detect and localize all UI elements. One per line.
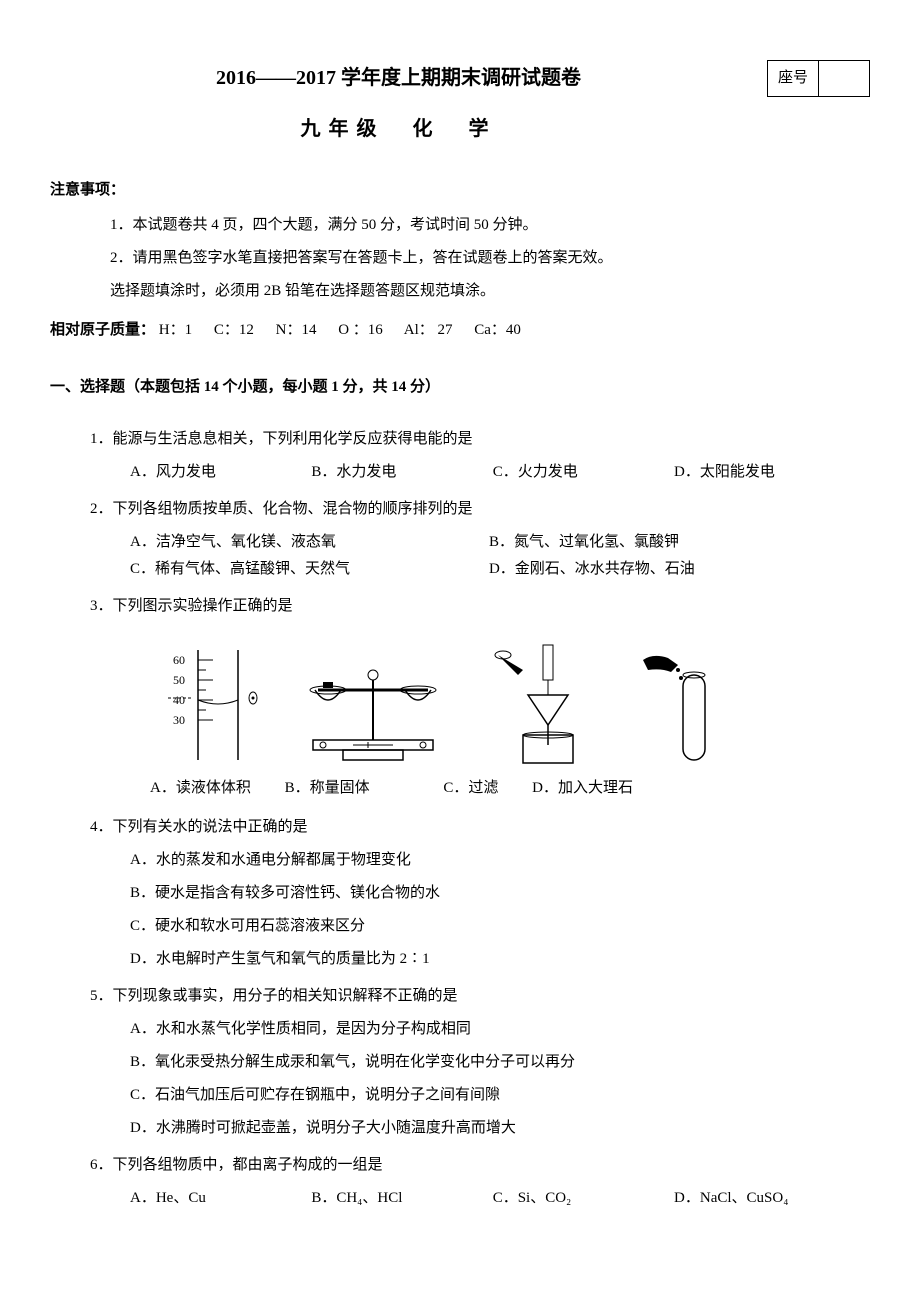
atomic-item: H：1	[159, 322, 192, 338]
option: D．金刚石、冰水共存物、石油	[489, 556, 844, 583]
option: A．水的蒸发和水通电分解都属于物理变化	[130, 847, 870, 874]
svg-text:50: 50	[173, 673, 185, 687]
option: C．硬水和软水可用石蕊溶液来区分	[130, 913, 870, 940]
svg-text:30: 30	[173, 713, 185, 727]
option: A．洁净空气、氧化镁、液态氧	[130, 529, 485, 556]
atomic-item: Ca：40	[474, 322, 521, 338]
atomic-item: N：14	[276, 322, 317, 338]
question-stem: 6．下列各组物质中，都由离子构成的一组是	[90, 1152, 870, 1179]
diagram-caption: B．称量固体	[285, 775, 370, 802]
option: C．稀有气体、高锰酸钾、天然气	[130, 556, 485, 583]
seat-label: 座号	[768, 61, 819, 96]
svg-text:60: 60	[173, 653, 185, 667]
atomic-item: Al： 27	[404, 322, 453, 338]
notice-item: 选择题填涂时，必须用 2B 铅笔在选择题答题区规范填涂。	[110, 278, 870, 305]
main-title: 2016——2017 学年度上期期末调研试题卷	[50, 60, 747, 96]
diagram-cylinder: 60 50 40 30	[168, 640, 258, 770]
atomic-item: O ：16	[338, 322, 383, 338]
option: A．水和水蒸气化学性质相同，是因为分子构成相同	[130, 1016, 870, 1043]
diagram-caption: D．加入大理石	[532, 775, 633, 802]
option: B．CH₄、HCl	[311, 1185, 489, 1212]
question-stem: 4．下列有关水的说法中正确的是	[90, 814, 870, 841]
atomic-mass: 相对原子质量： H：1 C：12 N：14 O ：16 Al： 27 Ca：40	[50, 317, 870, 344]
diagram-caption: A．读液体体积	[150, 775, 251, 802]
diagram-caption: C．过滤	[443, 775, 498, 802]
question-2: 2．下列各组物质按单质、化合物、混合物的顺序排列的是 A．洁净空气、氧化镁、液态…	[50, 496, 870, 583]
option: A．风力发电	[130, 459, 308, 486]
question-stem: 5．下列现象或事实，用分子的相关知识解释不正确的是	[90, 983, 870, 1010]
option: D．水沸腾时可掀起壶盖，说明分子大小随温度升高而增大	[130, 1115, 870, 1142]
atomic-mass-label: 相对原子质量：	[50, 322, 155, 338]
seat-value	[819, 61, 869, 96]
sub-title: 九年级 化 学	[50, 111, 747, 147]
option: D．水电解时产生氢气和氧气的质量比为 2∶1	[130, 946, 870, 973]
diagram-tube	[623, 650, 733, 770]
option: B．硬水是指含有较多可溶性钙、镁化合物的水	[130, 880, 870, 907]
notice-item: 1．本试题卷共 4 页，四个大题，满分 50 分，考试时间 50 分钟。	[110, 212, 870, 239]
question-4: 4．下列有关水的说法中正确的是 A．水的蒸发和水通电分解都属于物理变化 B．硬水…	[50, 814, 870, 973]
diagram-filter	[488, 640, 588, 770]
svg-text:40: 40	[173, 693, 185, 707]
option: D．太阳能发电	[674, 459, 852, 486]
section-title: 一、选择题（本题包括 14 个小题，每小题 1 分，共 14 分）	[50, 374, 870, 401]
option: A．He、Cu	[130, 1185, 308, 1212]
question-stem: 1．能源与生活息息相关，下列利用化学反应获得电能的是	[90, 426, 870, 453]
question-1: 1．能源与生活息息相关，下列利用化学反应获得电能的是 A．风力发电 B．水力发电…	[50, 426, 870, 486]
question-6: 6．下列各组物质中，都由离子构成的一组是 A．He、Cu B．CH₄、HCl C…	[50, 1152, 870, 1212]
question-3: 3．下列图示实验操作正确的是 60 50 40 30	[50, 593, 870, 802]
notice-list: 1．本试题卷共 4 页，四个大题，满分 50 分，考试时间 50 分钟。 2．请…	[50, 212, 870, 305]
option: C．火力发电	[493, 459, 671, 486]
diagram-balance	[293, 660, 453, 770]
option: B．氮气、过氧化氢、氯酸钾	[489, 529, 844, 556]
option: B．氧化汞受热分解生成汞和氧气，说明在化学变化中分子可以再分	[130, 1049, 870, 1076]
notice-title: 注意事项：	[50, 177, 870, 204]
seat-number-box: 座号	[767, 60, 870, 97]
question-stem: 2．下列各组物质按单质、化合物、混合物的顺序排列的是	[90, 496, 870, 523]
question-stem: 3．下列图示实验操作正确的是	[90, 593, 870, 620]
notice-item: 2．请用黑色签字水笔直接把答案写在答题卡上，答在试题卷上的答案无效。	[110, 245, 870, 272]
option: D．NaCl、CuSO₄	[674, 1185, 852, 1212]
option: C．Si、CO₂	[493, 1185, 671, 1212]
atomic-item: C：12	[214, 322, 254, 338]
question-5: 5．下列现象或事实，用分子的相关知识解释不正确的是 A．水和水蒸气化学性质相同，…	[50, 983, 870, 1142]
option: B．水力发电	[311, 459, 489, 486]
option: C．石油气加压后可贮存在钢瓶中，说明分子之间有间隙	[130, 1082, 870, 1109]
